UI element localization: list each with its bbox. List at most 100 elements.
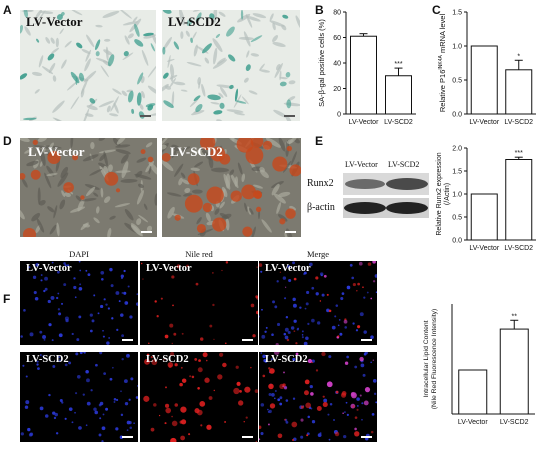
fluor-merge-vector-canvas (259, 261, 377, 345)
chart-b-ylabel: SA-β-gal positive cells (%) (317, 19, 326, 107)
chart-e-sig-1: *** (515, 150, 523, 157)
alizarin-image-scd2: LV-SCD2 (162, 138, 301, 237)
panel-label-d: D (3, 134, 12, 148)
sagal-image-vector-label: LV-Vector (26, 14, 83, 29)
fluor-nilered-scd2: LV-SCD2 (140, 352, 258, 442)
chart-e-xtick-label-1: LV-SCD2 (504, 245, 533, 252)
chart-e: 0.0 0.5 1.0 1.5 2.0 Relative Runx2 expression… (431, 140, 548, 260)
fluor-nilered-scd2-canvas-texture (140, 352, 258, 442)
chart-c-sig-1: * (517, 53, 520, 60)
panel-label-a: A (3, 3, 12, 17)
panel-label-f: F (3, 292, 11, 306)
alizarin-image-scd2-canvas-texture (162, 138, 301, 237)
chart-e-ytick-label-2: 1.0 (452, 192, 462, 199)
chart-f-bar-1 (499, 328, 529, 415)
chart-b-svg: 0 20 40 60 80 SA-β-gal positive cells (%) LV-V… (317, 10, 416, 126)
sagal-image-scd2: LV-SCD2 (162, 10, 300, 121)
fluor-nilered-vector-canvas (140, 261, 258, 345)
fluor-dapi-scd2: LV-SCD2 (20, 352, 138, 442)
fluor-dapi-vector-label: LV-Vector (26, 263, 72, 274)
fluor-col-title-nilered: Nile red (185, 249, 213, 259)
sagal-image-scd2-canvas-texture (162, 10, 300, 121)
chart-b-bar-0 (350, 35, 377, 115)
alizarin-image-scd2-label: LV-SCD2 (170, 144, 223, 159)
chart-f-xtick-label-0: LV-Vector (458, 419, 489, 426)
chart-b-ytick-label-0: 0 (337, 112, 341, 119)
wb-band-label-runx2: Runx2 (307, 178, 334, 189)
chart-b-xtick-label-0: LV-Vector (349, 119, 380, 126)
wb-lane-scd2: LV-SCD2 (388, 160, 420, 169)
chart-c-bar-1 (505, 69, 533, 115)
chart-c-bar-0 (470, 45, 498, 115)
chart-e-ytick-label-3: 1.5 (452, 169, 462, 176)
fluor-nilered-scd2-label: LV-SCD2 (146, 354, 189, 365)
chart-b-bar-1 (385, 75, 412, 115)
fluor-merge-scd2-canvas (259, 352, 377, 442)
fluor-merge-scd2-canvas-texture (259, 352, 377, 442)
fluor-merge-vector-label: LV-Vector (265, 263, 311, 274)
fluor-col-title-dapi: DAPI (69, 249, 89, 259)
chart-b-ytick-label-1: 20 (333, 86, 341, 93)
fluor-merge-scd2: LV-SCD2 (259, 352, 377, 442)
fluor-dapi-vector: LV-Vector (20, 261, 138, 345)
fluor-nilered-vector: LV-Vector (140, 261, 258, 345)
sagal-image-scd2-canvas (162, 10, 300, 121)
chart-b: 0 20 40 60 80 SA-β-gal positive cells (%) LV-V… (316, 4, 428, 136)
chart-b-ytick-label-4: 80 (333, 10, 341, 17)
chart-e-bar-1 (505, 159, 533, 241)
fluor-dapi-scd2-canvas-texture (20, 352, 138, 442)
panel-label-b: B (315, 3, 324, 17)
chart-c-ytick-label-3: 1.5 (452, 10, 462, 17)
sagal-image-scd2-label: LV-SCD2 (168, 14, 221, 29)
sagal-image-vector-canvas-scale-bar (140, 115, 151, 117)
wb-blot-runx2 (343, 173, 429, 195)
chart-c: 0.0 0.5 1.0 1.5 Relative P16INK4A mRNA level… (431, 4, 548, 136)
fluor-dapi-scd2-canvas-scale-bar (122, 436, 133, 438)
fluor-merge-vector: LV-Vector (259, 261, 377, 345)
chart-f-svg: Intracellular Lipid Content(Nile Red Flu… (423, 304, 535, 426)
chart-c-svg: 0.0 0.5 1.0 1.5 Relative P16INK4A mRNA level… (438, 10, 536, 126)
fluor-nilered-vector-label: LV-Vector (146, 263, 192, 274)
chart-e-ylabel: Relative Runx2 expression(/Actin) (436, 152, 451, 235)
fluor-dapi-scd2-canvas (20, 352, 138, 442)
chart-c-ytick-label-2: 1.0 (452, 44, 462, 51)
wb-lane-vector: LV-Vector (345, 160, 378, 169)
fluor-dapi-scd2-label: LV-SCD2 (26, 354, 69, 365)
sagal-image-vector: LV-Vector (20, 10, 156, 121)
chart-f: Intracellular Lipid Content(Nile Red Flu… (420, 296, 548, 446)
wb-blot-runx2-canvas (343, 173, 429, 195)
panel-label-c: C (432, 3, 441, 17)
chart-b-ytick-label-2: 40 (333, 61, 341, 68)
fluor-merge-vector-canvas-texture (259, 261, 377, 345)
alizarin-image-vector-label: LV-Vector (28, 144, 85, 159)
wb-band-label-actin: β-actin (307, 202, 335, 213)
chart-b-xtick-label-1: LV-SCD2 (384, 119, 413, 126)
fluor-dapi-vector-canvas (20, 261, 138, 345)
chart-b-sig-1: *** (394, 61, 402, 68)
chart-e-xtick-label-0: LV-Vector (469, 245, 500, 252)
alizarin-image-vector-canvas-scale-bar (141, 231, 152, 233)
sagal-image-vector-canvas (20, 10, 156, 121)
chart-c-xtick-label-0: LV-Vector (469, 119, 500, 126)
chart-b-ytick-label-3: 60 (333, 35, 341, 42)
fluor-nilered-scd2-canvas-scale-bar (242, 436, 253, 438)
wb-blot-actin-canvas (343, 198, 429, 218)
chart-f-bar-0 (458, 369, 488, 415)
alizarin-image-scd2-canvas-scale-bar (285, 231, 296, 233)
fluor-dapi-vector-canvas-texture (20, 261, 138, 345)
chart-f-xtick-label-1: LV-SCD2 (500, 419, 529, 426)
sagal-image-vector-canvas-texture (20, 10, 156, 121)
chart-f-sig-1: ** (512, 313, 518, 320)
fluor-nilered-vector-canvas-texture (140, 261, 258, 345)
alizarin-image-vector-canvas-texture (20, 138, 157, 237)
sagal-image-scd2-canvas-scale-bar (284, 115, 295, 117)
chart-c-ytick-label-0: 0.0 (452, 112, 462, 119)
chart-f-ylabel: Intracellular Lipid Content(Nile Red Flu… (423, 309, 438, 409)
chart-e-ytick-label-4: 2.0 (452, 146, 462, 153)
chart-c-ylabel: Relative P16INK4A mRNA level (438, 14, 447, 113)
fluor-merge-scd2-canvas-scale-bar (361, 436, 372, 438)
chart-c-xtick-label-1: LV-SCD2 (504, 119, 533, 126)
chart-e-ytick-label-1: 0.5 (452, 215, 462, 222)
fluor-nilered-scd2-canvas (140, 352, 258, 442)
